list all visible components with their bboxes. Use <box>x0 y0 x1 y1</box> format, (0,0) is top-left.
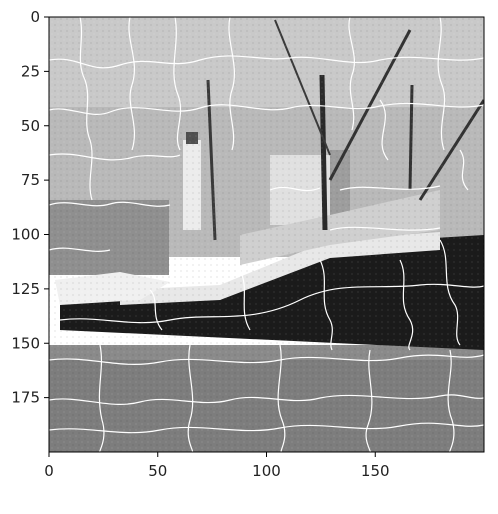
y-tick-label: 175 <box>11 389 40 407</box>
y-tick-label: 25 <box>21 62 40 80</box>
y-tick-label: 150 <box>11 334 40 352</box>
y-tick-label: 100 <box>11 226 40 244</box>
x-tick-label: 100 <box>252 462 281 480</box>
x-tick-label: 0 <box>44 462 54 480</box>
texture-overlay <box>49 17 484 452</box>
y-axis: 0 25 50 75 100 125 150 175 <box>11 8 49 407</box>
image-layer <box>49 17 484 452</box>
x-tick-label: 150 <box>361 462 390 480</box>
y-tick-label: 75 <box>21 171 40 189</box>
x-axis: 0 50 100 150 <box>44 452 390 480</box>
x-tick-label: 50 <box>148 462 167 480</box>
superpixel-boundaries <box>49 17 484 452</box>
y-tick-label: 125 <box>11 280 40 298</box>
y-tick-label: 50 <box>21 117 40 135</box>
y-tick-label: 0 <box>30 8 40 26</box>
